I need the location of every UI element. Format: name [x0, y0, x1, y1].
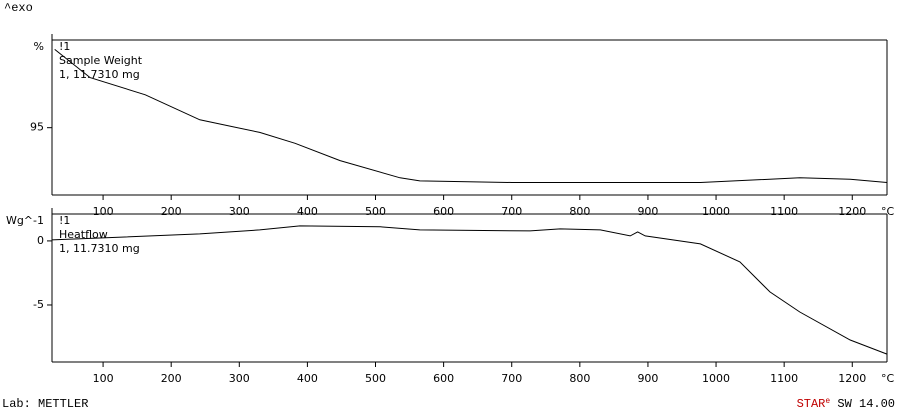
x-tick-label: 200	[161, 205, 182, 218]
y-tick-label: 0	[37, 234, 44, 247]
x-tick-label: 400	[297, 205, 318, 218]
y-tick-label: 95	[30, 121, 44, 134]
x-tick-label: 700	[501, 205, 522, 218]
x-tick-label: 600	[433, 372, 454, 385]
x-tick-label: 1200	[838, 205, 866, 218]
y-unit: %	[34, 40, 44, 53]
y-tick-label: -5	[33, 298, 44, 311]
version-number: SW 14.00	[837, 397, 895, 411]
annotation: !1	[59, 214, 70, 227]
x-tick-label: 1000	[702, 205, 730, 218]
annotation: Sample Weight	[59, 54, 143, 67]
x-tick-label: 1100	[770, 205, 798, 218]
x-tick-label: 100	[93, 372, 114, 385]
annotation: 1, 11.7310 mg	[59, 242, 140, 255]
x-tick-label: 300	[229, 372, 250, 385]
x-tick-label: 800	[569, 205, 590, 218]
x-tick-label: 1200	[838, 372, 866, 385]
x-tick-label: 600	[433, 205, 454, 218]
x-tick-label: 700	[501, 372, 522, 385]
x-unit: °C	[881, 372, 895, 385]
x-tick-label: 800	[569, 372, 590, 385]
annotation: !1	[59, 40, 70, 53]
data-line	[51, 225, 888, 355]
x-tick-label: 200	[161, 372, 182, 385]
x-unit: °C	[881, 205, 895, 218]
x-tick-label: 1100	[770, 372, 798, 385]
brand: STAR	[797, 397, 826, 411]
version: STARe SW 14.00	[797, 397, 895, 411]
annotation: 1, 11.7310 mg	[59, 68, 140, 81]
x-tick-label: 500	[365, 205, 386, 218]
x-tick-label: 400	[297, 372, 318, 385]
x-tick-label: 1000	[702, 372, 730, 385]
x-tick-label: 900	[637, 372, 658, 385]
x-tick-label: 500	[365, 372, 386, 385]
brand-sup: e	[825, 397, 830, 406]
x-tick-label: 900	[637, 205, 658, 218]
y-unit: Wg^-1	[6, 214, 44, 227]
lab-label: Lab: METTLER	[2, 397, 88, 411]
x-tick-label: 300	[229, 205, 250, 218]
data-line	[54, 49, 888, 183]
exo-label: ^exo	[4, 1, 33, 15]
x-tick-label: 100	[93, 205, 114, 218]
